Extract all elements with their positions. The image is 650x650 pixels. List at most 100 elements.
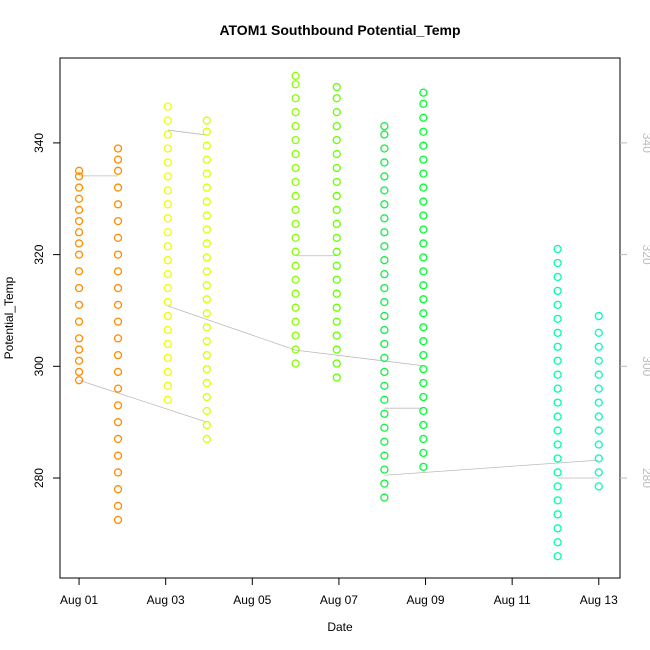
data-point — [553, 524, 562, 533]
data-point — [380, 353, 389, 363]
data-point — [419, 434, 428, 444]
y2-tick-label: 280 — [640, 468, 650, 488]
data-point — [74, 183, 84, 192]
data-point — [332, 275, 341, 284]
data-point — [332, 177, 341, 187]
data-point — [291, 219, 300, 229]
data-point — [202, 183, 211, 192]
data-point — [553, 258, 562, 268]
data-point — [594, 384, 603, 393]
data-point — [380, 186, 389, 195]
data-point — [74, 376, 84, 385]
x-tick-label: Aug 11 — [494, 593, 531, 607]
data-point — [419, 378, 428, 388]
data-point — [553, 552, 562, 561]
data-point — [419, 99, 428, 108]
data-point — [202, 378, 211, 388]
data-point — [163, 200, 172, 209]
data-point — [380, 256, 389, 265]
data-point — [332, 108, 341, 117]
y-axis-label: Potential_Temp — [2, 276, 16, 359]
x-tick-label: Aug 07 — [320, 593, 358, 607]
data-point — [202, 253, 211, 262]
x-tick-label: Aug 03 — [147, 593, 185, 607]
data-point — [553, 314, 562, 323]
data-point — [419, 448, 428, 458]
data-point — [163, 311, 172, 321]
data-point — [332, 317, 341, 326]
data-point — [202, 364, 211, 374]
data-point — [163, 172, 172, 181]
data-point — [202, 323, 211, 332]
data-point — [380, 144, 389, 153]
data-point — [202, 225, 211, 234]
chart-title: ATOM1 Southbound Potential_Temp — [219, 22, 460, 38]
data-point — [419, 141, 428, 150]
data-point — [553, 440, 562, 449]
data-point — [553, 482, 562, 491]
data-point — [291, 71, 300, 81]
data-point — [291, 135, 300, 145]
data-point — [380, 172, 389, 181]
data-point — [202, 392, 211, 402]
data-point — [419, 127, 428, 136]
data-point — [594, 412, 603, 421]
data-point — [380, 283, 389, 293]
data-point — [380, 437, 389, 446]
data-point — [419, 350, 428, 360]
data-point — [380, 423, 389, 432]
data-point — [553, 496, 562, 505]
data-point — [74, 166, 84, 175]
data-point — [419, 197, 428, 206]
data-point — [380, 479, 389, 488]
data-point — [380, 311, 389, 321]
data-point — [332, 331, 341, 340]
data-point — [419, 337, 428, 346]
data-point — [202, 211, 211, 220]
x-tick-label: Aug 05 — [233, 593, 271, 607]
data-point — [113, 350, 123, 360]
data-point — [113, 418, 123, 427]
data-point — [380, 465, 389, 474]
data-point — [380, 297, 389, 307]
data-point — [291, 247, 300, 256]
data-point — [202, 197, 211, 206]
data-point — [594, 398, 603, 407]
data-point — [113, 501, 123, 511]
data-point — [202, 127, 211, 136]
data-point — [553, 468, 562, 477]
data-point — [74, 367, 84, 377]
data-point — [113, 144, 123, 153]
connector-line — [78, 129, 599, 479]
data-point — [380, 339, 389, 349]
data-point — [113, 267, 123, 276]
data-point — [419, 155, 428, 164]
data-point — [332, 345, 341, 354]
data-point — [202, 420, 211, 430]
data-point — [291, 345, 300, 354]
data-point — [291, 177, 300, 187]
data-point — [594, 440, 603, 449]
data-point — [332, 94, 341, 103]
data-point — [332, 233, 341, 242]
data-point — [419, 225, 428, 234]
data-point — [594, 311, 603, 321]
data-point — [553, 272, 562, 282]
data-point — [553, 384, 562, 393]
data-point — [380, 228, 389, 237]
data-point — [332, 247, 341, 256]
data-point — [291, 80, 300, 89]
data-point — [113, 216, 123, 226]
data-point — [419, 211, 428, 220]
data-point — [380, 493, 389, 502]
data-point — [419, 239, 428, 248]
data-point — [291, 94, 300, 103]
data-point — [553, 398, 562, 407]
data-point — [419, 406, 428, 416]
data-point — [594, 454, 603, 463]
data-point — [291, 191, 300, 201]
data-point — [163, 256, 172, 265]
x-tick-label: Aug 09 — [407, 593, 445, 607]
data-point — [74, 283, 84, 293]
data-point — [594, 356, 603, 365]
